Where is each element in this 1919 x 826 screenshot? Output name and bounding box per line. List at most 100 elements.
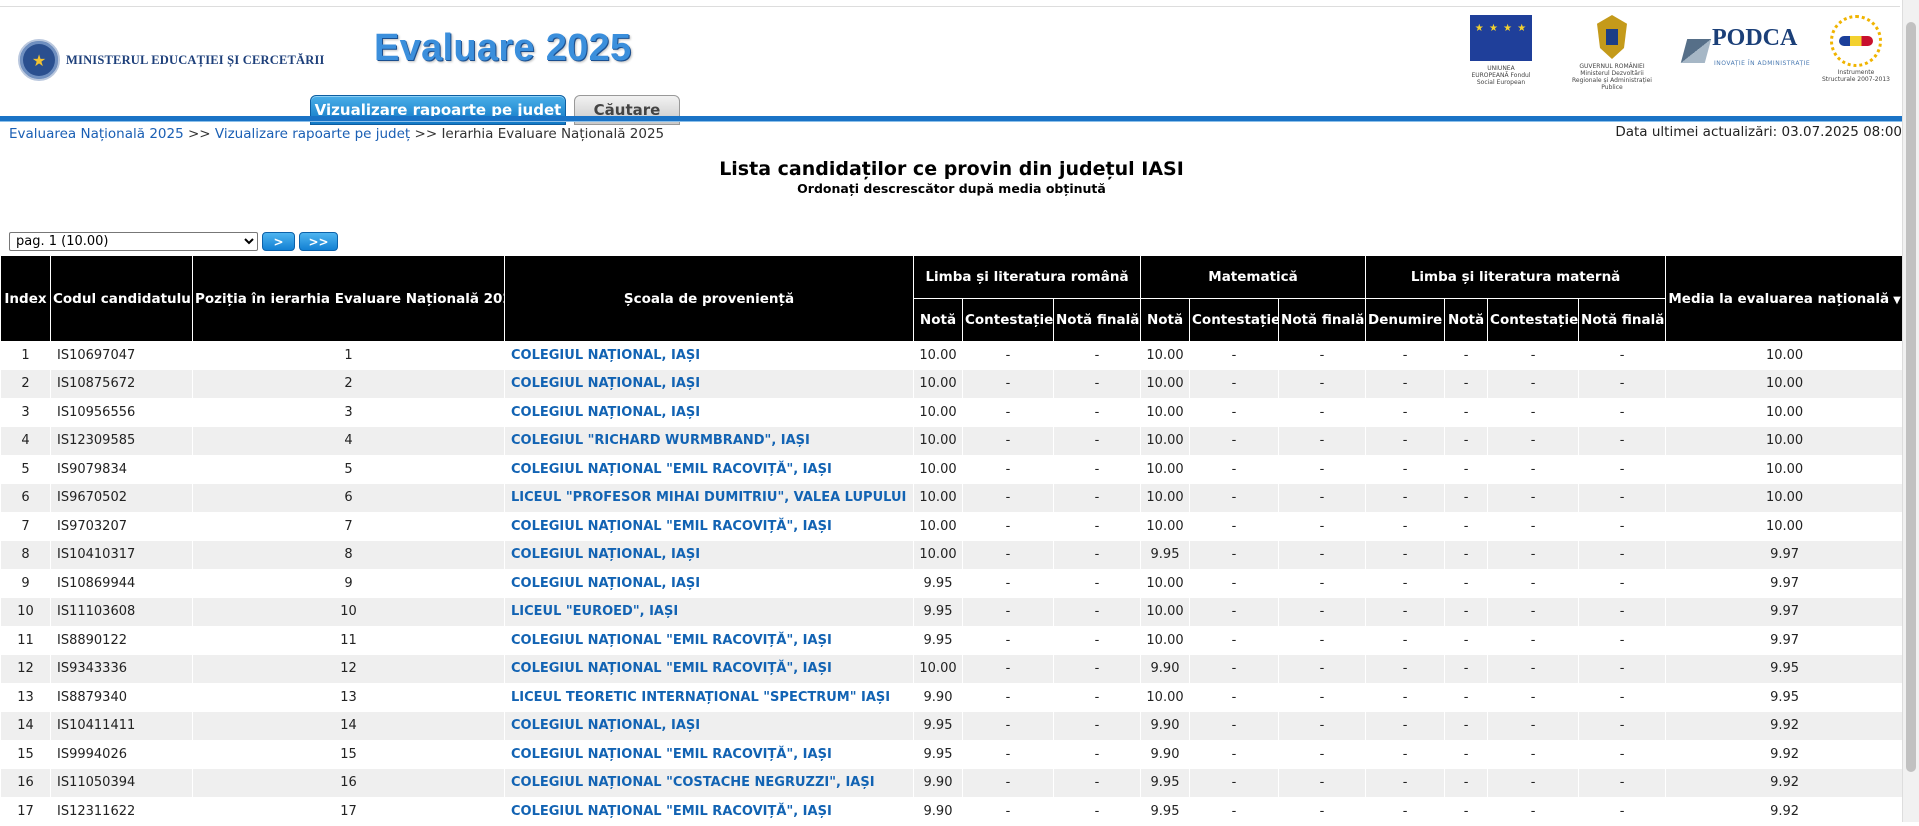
cell-math-final: -	[1279, 426, 1366, 455]
col-index[interactable]: Index	[1, 256, 50, 341]
cell-ro-final: -	[1054, 483, 1141, 512]
cell-mt-grade: -	[1445, 369, 1488, 398]
last-updated: Data ultimei actualizări: 03.07.2025 08:…	[1615, 124, 1902, 140]
cell-math-grade: 10.00	[1146, 347, 1184, 363]
cell-math-final: -	[1279, 483, 1366, 512]
cell-mt-final: -	[1579, 426, 1666, 455]
school-link[interactable]: COLEGIUL NAȚIONAL, IAȘI	[511, 376, 701, 392]
school-link[interactable]: COLEGIUL NAȚIONAL "EMIL RACOVIȚĂ", IAȘI	[511, 518, 832, 534]
pagination: pag. 1 (10.00) > >>	[9, 232, 338, 251]
cell-average: 9.97	[1666, 540, 1904, 569]
school-link[interactable]: LICEUL "PROFESOR MIHAI DUMITRIU", VALEA …	[511, 490, 907, 506]
scrollbar-thumb[interactable]	[1906, 22, 1916, 772]
cell-mt-name: -	[1402, 632, 1408, 648]
cell-mt-grade: -	[1463, 518, 1469, 534]
cell-mt-name: -	[1366, 768, 1445, 797]
cell-math-appeal: -	[1190, 483, 1279, 512]
col-ro-appeal[interactable]: Contestație	[963, 298, 1053, 341]
table-row: 17 IS12311622 17 COLEGIUL NAȚIONAL "EMIL RA…	[1, 797, 1903, 826]
cell-position: 9	[344, 575, 353, 591]
col-math-grade[interactable]: Notă	[1141, 298, 1190, 341]
cell-math-grade: 9.90	[1150, 746, 1180, 762]
cell-ro-final: -	[1094, 575, 1100, 591]
school-link[interactable]: LICEUL TEORETIC INTERNAȚIONAL "SPECTRUM"…	[511, 689, 891, 705]
table-row: 1 IS10697047 1 COLEGIUL NAȚIONAL, IAȘI 10.00…	[1, 341, 1903, 370]
cell-mt-name: -	[1366, 597, 1445, 626]
cell-candidate-code: IS8890122	[57, 632, 127, 648]
cell-index: 14	[1, 711, 50, 740]
cell-math-final: -	[1319, 689, 1325, 705]
col-math-final[interactable]: Notă finală	[1279, 298, 1366, 341]
school-link[interactable]: COLEGIUL NAȚIONAL "EMIL RACOVIȚĂ", IAȘI	[511, 632, 832, 648]
school-link[interactable]: COLEGIUL NAȚIONAL "EMIL RACOVIȚĂ", IAȘI	[511, 661, 832, 677]
col-position[interactable]: Poziția în ierarhia Evaluare Națională 2…	[193, 256, 504, 341]
cell-math-grade: 9.90	[1141, 654, 1190, 683]
cell-ro-appeal: -	[963, 654, 1053, 683]
breadcrumb-current: Ierarhia Evaluare Națională 2025	[441, 126, 665, 142]
col-ro-final[interactable]: Notă finală	[1054, 298, 1141, 341]
cell-position: 1	[344, 347, 353, 363]
cell-position: 8	[193, 540, 504, 569]
cell-average: 9.97	[1770, 575, 1800, 591]
podca-logo: PODCA INOVAȚIE ÎN ADMINISTRAȚIE	[1680, 26, 1810, 71]
school-link[interactable]: COLEGIUL NAȚIONAL, IAȘI	[511, 547, 701, 563]
cell-average: 10.00	[1666, 426, 1904, 455]
cell-mt-grade: -	[1445, 483, 1488, 512]
school-link[interactable]: COLEGIUL NAȚIONAL "COSTACHE NEGRUZZI", I…	[511, 775, 875, 791]
eu-flag-icon: ★ ★ ★ ★	[1470, 15, 1532, 61]
school-link[interactable]: COLEGIUL NAȚIONAL, IAȘI	[511, 575, 701, 591]
vertical-scrollbar[interactable]	[1902, 0, 1919, 822]
page-select[interactable]: pag. 1 (10.00)	[9, 232, 258, 251]
cell-candidate-code: IS10697047	[57, 347, 136, 363]
cell-math-appeal: -	[1231, 575, 1237, 591]
col-mt-appeal[interactable]: Contestație	[1488, 298, 1579, 341]
school-link[interactable]: LICEUL "EUROED", IAȘI	[511, 604, 679, 620]
cell-mt-grade: -	[1463, 575, 1469, 591]
col-mt-name[interactable]: Denumire	[1366, 298, 1445, 341]
cell-mt-appeal: -	[1488, 483, 1579, 512]
cell-math-grade: 9.95	[1150, 803, 1180, 819]
cell-position: 2	[193, 369, 504, 398]
school-link[interactable]: COLEGIUL NAȚIONAL, IAȘI	[511, 347, 701, 363]
site-header: ★ MINISTERUL EDUCAȚIEI ȘI CERCETĂRII Eva…	[0, 7, 1900, 125]
cell-ro-grade: 10.00	[914, 540, 962, 569]
cell-math-final: -	[1319, 803, 1325, 819]
col-mt-grade[interactable]: Notă	[1445, 298, 1488, 341]
cell-position: 11	[340, 632, 357, 648]
col-school[interactable]: Școala de proveniență	[505, 256, 913, 341]
cell-mt-final: -	[1579, 597, 1666, 626]
cell-mt-final: -	[1579, 768, 1666, 797]
cell-position: 3	[344, 404, 353, 420]
col-math-appeal[interactable]: Contestație	[1190, 298, 1279, 341]
breadcrumb-national-evaluation[interactable]: Evaluarea Națională 2025	[9, 126, 184, 142]
cell-school: COLEGIUL NAȚIONAL "EMIL RACOVIȚĂ", IAȘI	[505, 740, 913, 769]
col-candidate-code[interactable]: Codul candidatului	[51, 256, 192, 341]
cell-ro-final: -	[1094, 347, 1100, 363]
cell-math-grade: 9.95	[1141, 540, 1190, 569]
col-mt-final[interactable]: Notă finală	[1579, 298, 1666, 341]
cell-candidate-code: IS9670502	[51, 483, 192, 512]
ministry-logo[interactable]: ★ MINISTERUL EDUCAȚIEI ȘI CERCETĂRII	[18, 39, 325, 81]
cell-index: 7	[21, 518, 30, 534]
cell-mt-final: -	[1579, 711, 1666, 740]
col-ro-grade[interactable]: Notă	[914, 298, 962, 341]
next-page-button[interactable]: >	[262, 232, 295, 251]
cell-position: 15	[340, 746, 357, 762]
cell-index: 5	[21, 461, 30, 477]
col-average[interactable]: Media la evaluarea națională ▼	[1666, 256, 1904, 341]
cell-mt-grade: -	[1445, 597, 1488, 626]
school-link[interactable]: COLEGIUL "RICHARD WURMBRAND", IAȘI	[511, 433, 810, 449]
cell-math-final: -	[1319, 518, 1325, 534]
table-row: 16 IS11050394 16 COLEGIUL NAȚIONAL "COSTACH…	[1, 768, 1904, 797]
sort-desc-icon[interactable]: ▼	[1893, 294, 1901, 306]
school-link[interactable]: COLEGIUL NAȚIONAL "EMIL RACOVIȚĂ", IAȘI	[511, 803, 832, 819]
breadcrumb-county-reports[interactable]: Vizualizare rapoarte pe județ	[214, 126, 411, 142]
school-link[interactable]: COLEGIUL NAȚIONAL, IAȘI	[511, 404, 701, 420]
school-link[interactable]: COLEGIUL NAȚIONAL, IAȘI	[511, 718, 701, 734]
cell-mt-appeal: -	[1530, 689, 1536, 705]
school-link[interactable]: COLEGIUL NAȚIONAL "EMIL RACOVIȚĂ", IAȘI	[511, 746, 832, 762]
school-link[interactable]: COLEGIUL NAȚIONAL "EMIL RACOVIȚĂ", IAȘI	[511, 461, 832, 477]
cell-math-grade: 9.95	[1141, 768, 1190, 797]
cell-mt-appeal: -	[1488, 426, 1579, 455]
last-page-button[interactable]: >>	[299, 232, 338, 251]
